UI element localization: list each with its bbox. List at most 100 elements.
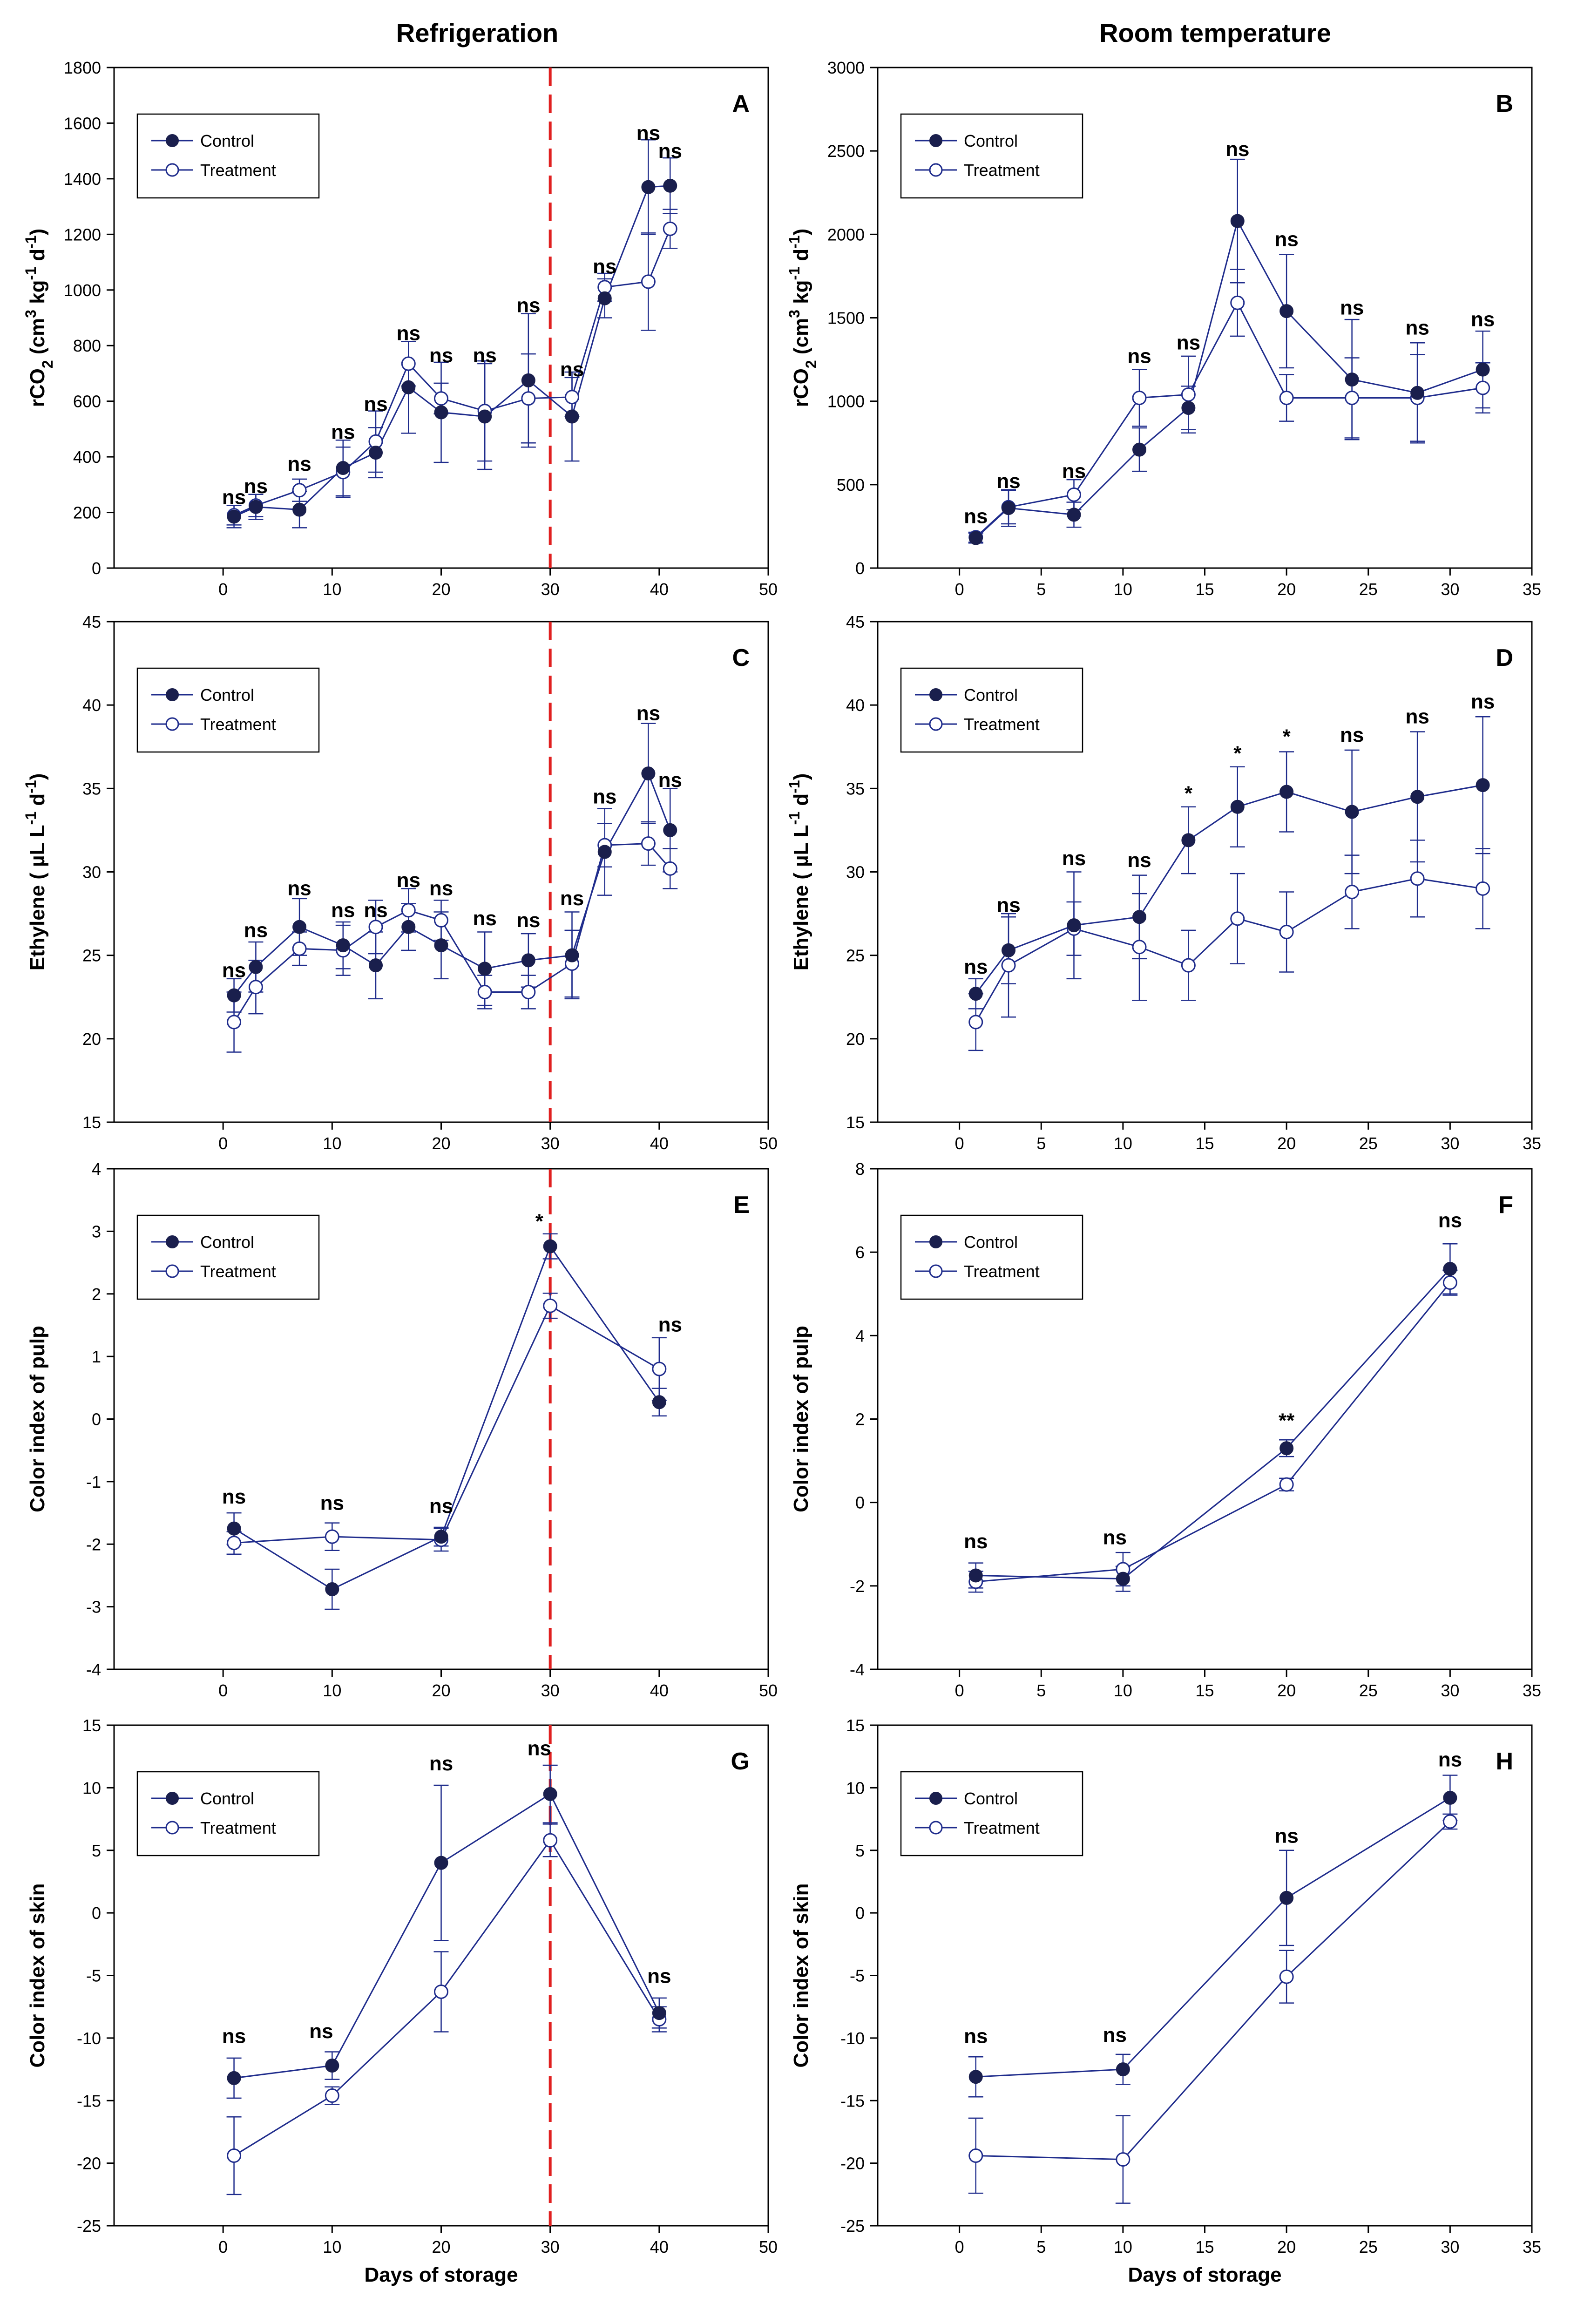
x-tick-label: 50	[759, 1681, 778, 1700]
x-tick-label: 0	[955, 580, 964, 599]
legend-treatment-marker	[929, 717, 943, 731]
control-point	[597, 845, 612, 859]
y-tick-label: -15	[840, 2091, 865, 2110]
y-tick-label: 4	[92, 1159, 101, 1179]
x-tick-label: 35	[1523, 2237, 1541, 2256]
control-point	[1181, 401, 1196, 415]
control-point	[292, 920, 307, 934]
control-point	[652, 2006, 666, 2020]
legend: Control Treatment	[136, 113, 320, 199]
legend-treatment-label: Treatment	[200, 715, 276, 734]
x-tick-label: 0	[955, 2237, 964, 2256]
panel-letter: G	[731, 1748, 750, 1775]
treatment-point	[1230, 911, 1245, 926]
significance-label: ns	[636, 122, 660, 144]
y-tick-label: 5	[92, 1841, 101, 1860]
treatment-point	[248, 980, 263, 995]
y-axis-title: Color index of skin	[790, 1883, 812, 2067]
control-point	[521, 953, 535, 968]
control-point	[1476, 362, 1490, 377]
x-tick-label: 0	[218, 1681, 228, 1700]
control-point	[1443, 1262, 1457, 1276]
treatment-point	[292, 941, 307, 956]
treatment-point	[1345, 885, 1360, 899]
significance-label: *	[1283, 725, 1291, 748]
control-point	[1345, 373, 1359, 387]
legend-box	[900, 113, 1083, 199]
legend-treatment-label: Treatment	[200, 161, 276, 180]
y-tick-label: 20	[846, 1030, 865, 1049]
significance-label: ns	[636, 702, 660, 725]
control-point	[1230, 800, 1245, 814]
x-tick-label: 50	[759, 2237, 778, 2256]
x-tick-label: 20	[432, 2237, 450, 2256]
control-series-line	[975, 784, 1483, 994]
y-tick-label: 0	[855, 1493, 865, 1512]
legend-control-label: Control	[964, 1789, 1018, 1808]
x-axis-title: Days of storage	[1128, 2263, 1281, 2286]
significance-label: ns	[964, 505, 988, 528]
significance-label: *	[535, 1210, 544, 1233]
y-tick-label: 25	[82, 946, 101, 965]
control-point	[968, 2070, 983, 2084]
treatment-point	[1476, 380, 1490, 395]
y-tick-label: -25	[77, 2216, 101, 2236]
significance-label: ns	[429, 1752, 453, 1775]
control-point	[1410, 386, 1425, 400]
x-tick-label: 40	[650, 580, 669, 599]
treatment-point	[1442, 1275, 1457, 1290]
y-axis-title-part: Ethylene ( µL L	[790, 825, 812, 970]
y-tick-label: 600	[73, 392, 101, 411]
significance-label: ns	[964, 1530, 988, 1553]
x-tick-label: 20	[432, 580, 450, 599]
panel-letter: H	[1496, 1748, 1513, 1775]
x-tick-label: 5	[1036, 1681, 1046, 1700]
control-point	[292, 502, 307, 517]
treatment-point	[968, 1015, 983, 1030]
control-point	[521, 373, 535, 387]
treatment-point	[652, 1362, 667, 1376]
x-tick-label: 5	[1036, 580, 1046, 599]
control-point	[1132, 442, 1146, 457]
x-tick-label: 10	[323, 1681, 341, 1700]
legend-control-marker	[166, 134, 179, 147]
control-point	[478, 962, 492, 976]
legend-box	[900, 667, 1083, 753]
y-tick-label: 35	[846, 779, 865, 798]
legend-control-marker	[166, 688, 179, 701]
legend-control-label: Control	[200, 1789, 254, 1808]
significance-label: **	[1279, 1409, 1295, 1432]
y-tick-label: -15	[77, 2091, 101, 2110]
y-axis-title-part: )	[790, 229, 812, 236]
x-tick-label: 20	[432, 1681, 450, 1700]
y-axis-title-part: kg	[26, 280, 49, 310]
y-tick-label: 15	[82, 1716, 101, 1735]
x-tick-label: 15	[1195, 1681, 1214, 1700]
legend-treatment-label: Treatment	[964, 1818, 1040, 1837]
y-axis-title: Ethylene ( µL L-1 d-1)	[22, 773, 49, 971]
y-tick-label: 10	[846, 1778, 865, 1797]
y-tick-label: 5	[855, 1841, 865, 1860]
y-tick-label: -10	[840, 2029, 865, 2048]
legend-box	[900, 1771, 1083, 1856]
y-tick-label: -5	[850, 1966, 865, 1985]
y-tick-label: -3	[86, 1598, 101, 1617]
treatment-series-line	[975, 1282, 1451, 1583]
y-tick-label: 1800	[64, 58, 101, 77]
y-axis-title-part: Color index of pulp	[26, 1326, 49, 1512]
treatment-point	[521, 391, 536, 406]
y-tick-label: 6	[855, 1243, 865, 1262]
y-tick-label: 45	[82, 612, 101, 631]
control-point	[227, 2071, 241, 2085]
control-point	[1345, 805, 1359, 819]
control-point	[663, 178, 677, 193]
y-axis-title-part: -1	[786, 235, 803, 248]
y-tick-label: 15	[846, 1113, 865, 1132]
legend-control-label: Control	[964, 1233, 1018, 1252]
x-tick-label: 40	[650, 1681, 669, 1700]
control-series-line	[975, 219, 1483, 539]
control-point	[1067, 508, 1081, 522]
x-tick-label: 30	[1441, 580, 1459, 599]
x-tick-label: 10	[323, 1134, 341, 1153]
treatment-point	[663, 861, 677, 876]
